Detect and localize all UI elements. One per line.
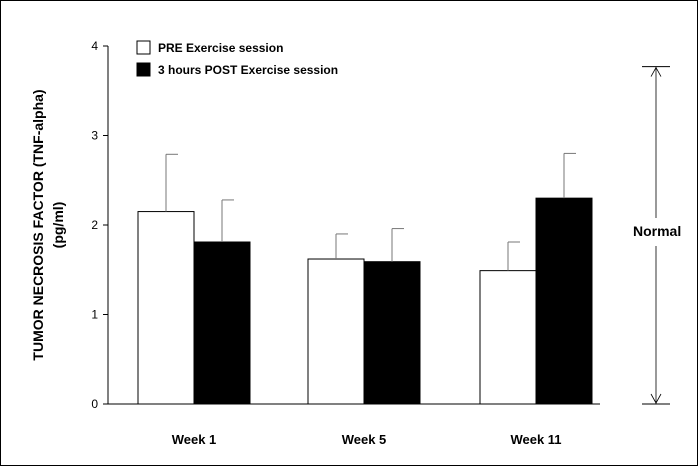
- y-ticks: 0 1 2 3 4: [91, 39, 108, 411]
- bar-post-week-1: [193, 241, 251, 405]
- legend-swatch-pre: [136, 40, 151, 55]
- x-tick-label: Week 5: [342, 432, 387, 447]
- normal-range-arrow-up: [650, 66, 662, 77]
- legend: PRE Exercise session 3 hours POST Exerci…: [136, 40, 338, 77]
- x-tick-label: Week 1: [172, 432, 217, 447]
- normal-range-annotation: Normal: [633, 66, 681, 405]
- y-tick-label: 4: [91, 39, 98, 53]
- y-axis-label-line1: TUMOR NECROSIS FACTOR (TNF-alpha): [30, 89, 46, 360]
- y-axis-label-line2: (pg/ml): [50, 202, 66, 249]
- y-tick-label: 0: [91, 397, 98, 411]
- y-tick-label: 2: [91, 218, 98, 232]
- bar-pre-week-1: [137, 211, 195, 405]
- normal-range-arrow-down: [650, 393, 662, 404]
- y-tick-label: 1: [91, 308, 98, 322]
- bar-pre-week-11: [479, 270, 537, 405]
- error-bars: [165, 152, 576, 271]
- bars: [137, 197, 593, 405]
- legend-label-post: 3 hours POST Exercise session: [158, 63, 338, 77]
- x-tick-labels: Week 1 Week 5 Week 11: [172, 432, 562, 447]
- legend-swatch-post: [136, 62, 151, 77]
- x-tick-label: Week 11: [510, 432, 561, 447]
- legend-label-pre: PRE Exercise session: [158, 41, 283, 55]
- bar-post-week-11: [535, 197, 593, 405]
- bar-pre-week-5: [307, 258, 365, 405]
- normal-range-label: Normal: [633, 223, 681, 239]
- bar-post-week-5: [363, 261, 421, 405]
- y-tick-label: 3: [91, 129, 98, 143]
